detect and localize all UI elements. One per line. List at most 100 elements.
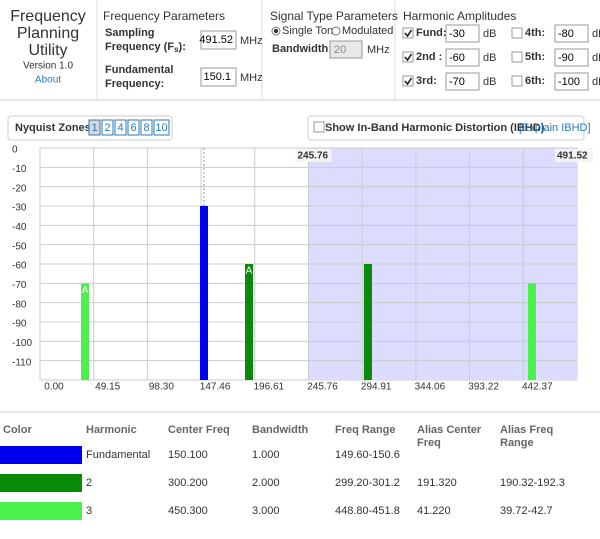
column-header: Freq <box>417 437 441 449</box>
field-label: Fundamental <box>105 64 173 76</box>
zone-label[interactable]: 8 <box>143 122 149 134</box>
table-cell: 41.220 <box>417 505 451 517</box>
zone-edge-label-bg <box>295 149 332 162</box>
version: Version 1.0 <box>23 61 73 72</box>
color-swatch <box>0 502 82 520</box>
zone-label[interactable]: 10 <box>155 122 167 134</box>
section-title: Frequency Parameters <box>103 9 225 23</box>
x-tick-label: 49.15 <box>95 382 120 393</box>
app-title: Frequency <box>10 8 86 25</box>
x-tick-label: 393.22 <box>468 382 499 393</box>
section-title: Harmonic Amplitudes <box>403 9 516 23</box>
alias-label: A <box>246 266 253 277</box>
zone-button[interactable] <box>114 119 127 136</box>
zone-button[interactable] <box>101 119 114 136</box>
x-tick-label: 147.46 <box>200 382 231 393</box>
field-label: Bandwidth: <box>272 43 332 55</box>
input-value: -60 <box>449 52 465 64</box>
x-tick-label: 0.00 <box>44 382 64 393</box>
x-tick-label: 344.06 <box>415 382 446 393</box>
table-cell: 1.000 <box>252 449 280 461</box>
table-cell: 448.80-451.8 <box>335 505 400 517</box>
harmonic-label: 4th: <box>525 27 545 39</box>
about-link[interactable]: About <box>35 75 61 86</box>
y-tick-label: -30 <box>12 203 27 214</box>
checkbox[interactable] <box>402 75 414 87</box>
column-header: Color <box>3 424 32 436</box>
checkbox[interactable] <box>511 51 523 63</box>
label-subscript: s <box>174 45 179 54</box>
column-header: Harmonic <box>86 424 137 436</box>
harmonic-label: 3rd: <box>416 75 437 87</box>
zone-edge-label: 245.76 <box>298 151 329 162</box>
checkbox[interactable] <box>511 75 523 87</box>
x-tick-label: 245.76 <box>307 382 338 393</box>
text-input[interactable] <box>445 48 480 67</box>
text-input[interactable] <box>200 30 237 50</box>
table-cell: 2.000 <box>252 477 280 489</box>
y-tick-label: -20 <box>12 183 27 194</box>
bar <box>245 264 254 380</box>
field-label: Frequency: <box>105 78 164 90</box>
y-tick-label: -100 <box>12 338 32 349</box>
check-mark <box>404 77 413 86</box>
zone-button[interactable] <box>88 119 101 136</box>
alias-label: A <box>82 285 89 296</box>
input-value: -70 <box>449 76 465 88</box>
table-cell: Fundamental <box>86 449 150 461</box>
zone-label[interactable]: 4 <box>117 122 123 134</box>
table-cell: 3.000 <box>252 505 280 517</box>
zone-button[interactable] <box>127 119 140 136</box>
unit: dB <box>592 52 600 64</box>
harmonic-label: 6th: <box>525 75 545 87</box>
checkbox[interactable] <box>402 27 414 39</box>
zone-label[interactable]: 6 <box>130 122 136 134</box>
y-tick-label: -10 <box>12 164 27 175</box>
y-tick-label: 0 <box>12 145 18 156</box>
table-cell: 3 <box>86 505 92 517</box>
ibhd-checkbox[interactable] <box>313 121 325 133</box>
checkbox[interactable] <box>402 51 414 63</box>
y-tick-label: -70 <box>12 280 27 291</box>
input-value: 20 <box>334 44 346 56</box>
text-input[interactable] <box>554 72 589 91</box>
radio-label: Modulated <box>342 25 393 37</box>
unit: dB <box>483 52 496 64</box>
table-cell: 299.20-301.2 <box>335 477 400 489</box>
checkbox[interactable] <box>511 27 523 39</box>
table-cell: 300.200 <box>168 477 208 489</box>
zone-label[interactable]: 1 <box>91 122 97 134</box>
ibhd-link[interactable]: [Explain IBHD] <box>519 122 591 134</box>
nyquist-label: Nyquist Zones: <box>15 122 94 134</box>
x-tick-label: 196.61 <box>254 382 285 393</box>
text-input[interactable] <box>445 24 480 43</box>
app-title: Planning <box>17 25 79 42</box>
ibhd-box <box>307 115 585 141</box>
x-tick-label: 294.91 <box>361 382 392 393</box>
input-value: 150.1 <box>203 71 231 83</box>
column-header: Bandwidth <box>252 424 308 436</box>
unit: dB <box>592 76 600 88</box>
column-header: Alias Freq <box>500 424 553 436</box>
text-input[interactable] <box>554 24 589 43</box>
section-title: Signal Type Parameters <box>270 9 398 23</box>
zone-button[interactable] <box>153 119 170 136</box>
bar <box>199 206 208 380</box>
text-input[interactable] <box>554 48 589 67</box>
column-header: Range <box>500 437 534 449</box>
radio[interactable] <box>331 26 341 36</box>
unit: MHz <box>240 72 263 84</box>
unit: MHz <box>367 44 390 56</box>
unit: dB <box>592 28 600 40</box>
color-swatch <box>0 474 82 492</box>
text-input[interactable] <box>445 72 480 91</box>
unit: dB <box>483 28 496 40</box>
check-mark <box>404 29 413 38</box>
zone-button[interactable] <box>140 119 153 136</box>
column-header: Alias Center <box>417 424 482 436</box>
text-input[interactable] <box>200 67 237 87</box>
zone-label[interactable]: 2 <box>104 122 110 134</box>
bar <box>527 283 536 380</box>
radio-dot <box>273 28 279 34</box>
